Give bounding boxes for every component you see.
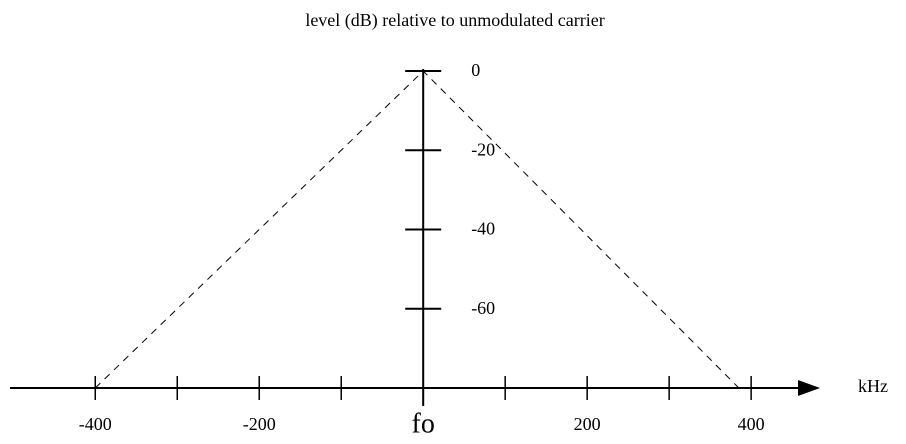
x-tick-label: fo [412, 408, 435, 439]
line-series [94, 70, 740, 389]
y-tick-label: 0 [471, 60, 480, 80]
x-tick-label: -200 [243, 414, 276, 434]
x-axis-label: kHz [858, 376, 888, 396]
y-tick-label: -40 [471, 219, 495, 239]
y-tick-label: -60 [471, 298, 495, 318]
chart-title: level (dB) relative to unmodulated carri… [305, 10, 604, 31]
x-tick-label: 200 [574, 414, 601, 434]
y-tick-label: -20 [471, 139, 495, 159]
x-tick-label: 400 [738, 414, 765, 434]
x-tick-label: -400 [79, 414, 112, 434]
x-axis-arrow [798, 380, 820, 396]
